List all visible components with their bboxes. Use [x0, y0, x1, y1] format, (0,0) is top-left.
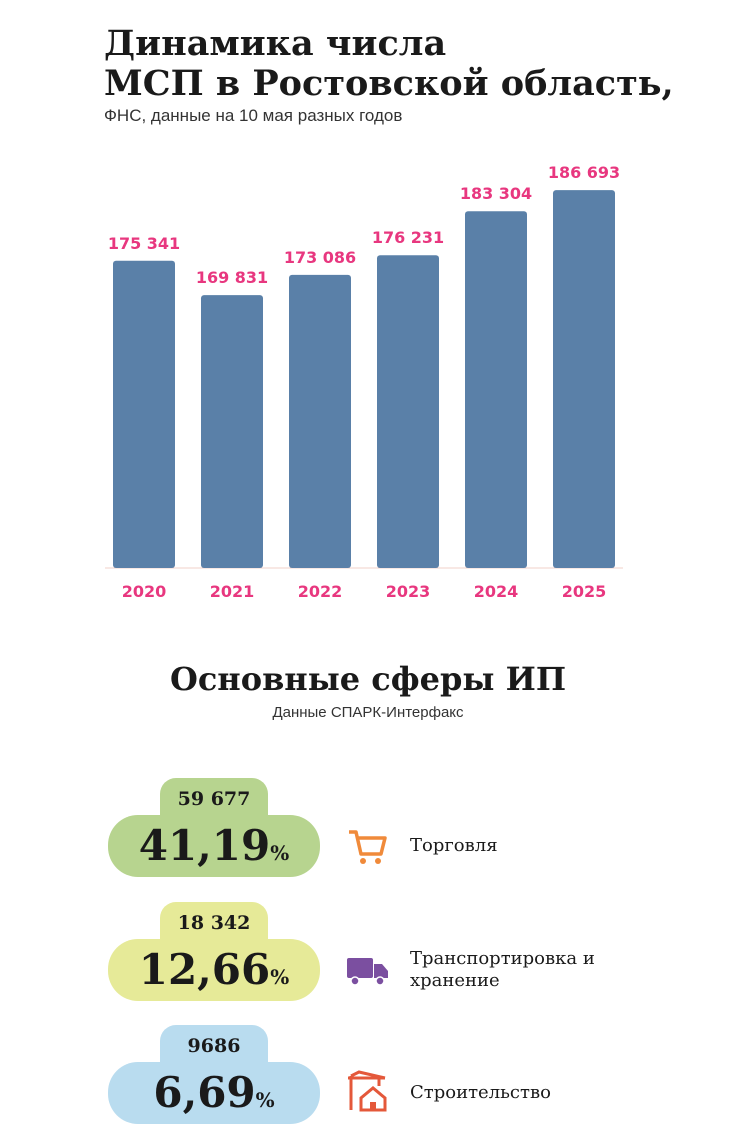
share-value: 6,69: [153, 1068, 256, 1117]
bar: [113, 260, 175, 568]
bar: [377, 255, 439, 569]
share-value: 41,19: [138, 821, 271, 870]
bar: [289, 274, 351, 568]
x-tick-label: 2023: [386, 582, 431, 601]
share-badge: 12,66%: [108, 939, 320, 1001]
x-tick-label: 2021: [210, 582, 255, 601]
value-label: 175 341: [108, 234, 180, 253]
chart: 175 341 2020 169 831 2021 173 086 2022 176 231…: [105, 163, 623, 601]
share-unit: %: [270, 841, 290, 865]
cart-icon: [349, 830, 387, 864]
construction-icon: [348, 1070, 387, 1112]
value-label: 169 831: [196, 268, 268, 287]
x-tick-label: 2025: [562, 582, 607, 601]
bar: [553, 190, 615, 568]
bar: [465, 211, 527, 569]
share-value: 12,66: [138, 945, 271, 994]
sphere-label: Строительство: [410, 1082, 551, 1103]
truck-icon: [347, 958, 388, 986]
chart-title: Динамика числа МСП в Ростовской область,: [104, 24, 674, 104]
bar: [201, 295, 263, 568]
title-line: МСП в Ростовской область,: [104, 63, 674, 104]
sphere-label: Транспортировка и хранение: [410, 948, 595, 991]
value-label: 176 231: [372, 228, 444, 247]
value-label: 186 693: [548, 163, 620, 182]
section-subtitle: Данные СПАРК-Интерфакс: [272, 704, 464, 721]
count-badge: 9686: [160, 1025, 268, 1065]
section-title: Основные сферы ИП: [169, 660, 567, 698]
share-badge: 6,69%: [108, 1062, 320, 1124]
share-badge: 41,19%: [108, 815, 320, 877]
title-line: Динамика числа: [104, 23, 447, 64]
share-unit: %: [270, 965, 290, 989]
x-tick-label: 2020: [122, 582, 167, 601]
x-tick-label: 2022: [298, 582, 343, 601]
value-label: 173 086: [284, 248, 356, 267]
count-badge: 18 342: [160, 902, 268, 942]
count-badge: 59 677: [160, 778, 268, 818]
chart-subtitle: ФНС, данные на 10 мая разных годов: [104, 106, 403, 125]
value-label: 183 304: [460, 184, 532, 203]
share-unit: %: [255, 1088, 275, 1112]
x-tick-label: 2024: [474, 582, 519, 601]
sphere-label: Торговля: [410, 835, 498, 856]
